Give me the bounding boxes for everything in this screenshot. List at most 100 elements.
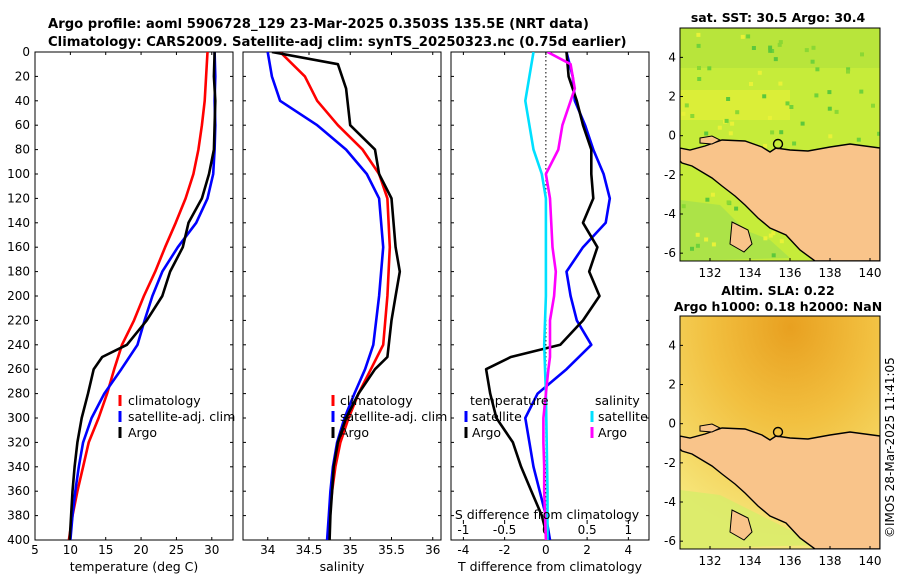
sst-speckle [804,48,809,53]
header-line2: Climatology: CARS2009. Satellite-adj cli… [48,35,626,50]
sst-speckle [711,242,716,247]
sst-speckle [690,246,694,251]
sst-speckle [684,103,689,108]
sst-speckle [726,97,731,101]
temperature-legend: climatology satellite-adj. clim Argo [118,393,235,440]
sst-speckle [827,106,832,111]
map-x-tick-label: 140 [859,266,882,280]
sst-speckle [724,118,729,123]
sst-speckle [705,197,710,202]
depth-tick-label: 380 [7,509,30,523]
x-tick-label: 0 [542,543,550,557]
sst-speckle [815,67,820,72]
legend-s-argo: Argo [598,425,627,440]
x-tick-label: 34 [260,543,275,557]
depth-tick-label: 240 [7,338,30,352]
sst-speckle [792,141,797,146]
sst-speckle [697,66,701,70]
sst-speckle [763,143,768,148]
sst-field-band [680,28,880,68]
salinity-series [266,52,402,540]
sst-speckle [749,82,753,86]
x2-tick-label: 1 [625,523,633,537]
map-y-tick-label: 0 [668,417,676,431]
depth-tick-label: 160 [7,240,30,254]
sst-speckle [777,42,782,47]
depth-tick-label: 200 [7,289,30,303]
sst-speckle [746,34,751,39]
map-y-tick-label: -6 [664,246,676,260]
sst-map-title: sat. SST: 30.5 Argo: 30.4 [691,10,866,25]
series-climatology [67,52,209,540]
map-y-tick-label: 0 [668,129,676,143]
island [699,135,722,145]
sst-map [680,28,880,261]
sst-speckle [778,81,783,86]
sst-speckle [704,237,709,242]
legend-argo: Argo [128,425,157,440]
depth-tick-label: 320 [7,435,30,449]
legend-t-satellite: satellite [472,409,522,424]
map-x-tick-label: 140 [859,554,882,568]
depth-tick-label: 120 [7,191,30,205]
series-temperature-satellite [524,52,612,540]
sst-speckle [763,236,768,241]
salinity-axis: 34 34.5 35 35.5 36 [260,52,440,557]
depth-tick-label: 100 [7,167,30,181]
depth-tick-label: 260 [7,362,30,376]
x-tick-label: 35.5 [378,543,405,557]
island [699,423,722,433]
series-argo [271,52,402,540]
x2-tick-label: 0.5 [578,523,597,537]
legend-climatology: climatology [340,393,413,408]
sst-speckle [871,103,875,108]
sst-speckle [735,110,740,115]
sst-speckle [762,94,767,99]
sst-speckle [800,121,805,126]
legend-satellite-adj: satellite-adj. clim [340,409,447,424]
sst-speckle [768,45,773,50]
sst-speckle [846,69,850,74]
series-satellite-adj-clim [266,52,385,540]
map-y-tick-label: -2 [664,456,676,470]
sst-speckle [757,70,762,75]
sst-map-axis: 132 134 136 138 140 -6 -4 -2 0 2 4 [664,50,881,280]
sst-speckle [773,57,778,62]
sst-speckle [779,239,784,244]
sst-speckle [770,130,775,135]
t-difference-xlabel: T difference from climatology [457,559,643,574]
sst-speckle [681,111,686,116]
sst-speckle [696,32,701,37]
header-line1: Argo profile: aoml 5906728_129 23-Mar-20… [48,17,589,32]
sst-speckle [730,121,735,126]
new-guinea-land [680,427,880,549]
x-tick-label: 35 [343,543,358,557]
series-temperature-argo [484,52,601,540]
sst-speckle [827,90,832,95]
legend-argo: Argo [340,425,369,440]
sst-speckle [859,89,864,94]
x-tick-label: 10 [63,543,78,557]
sla-map-frame [679,315,881,550]
sla-map [680,316,880,549]
temperature-panel [34,51,234,541]
island [729,221,753,253]
sst-speckle [704,131,709,136]
sst-speckle [789,105,794,109]
sst-map-frame [679,27,881,262]
sst-speckle [846,67,851,72]
series-salinity-argo [542,52,577,540]
new-guinea-land [680,139,880,261]
depth-axis: 0 20 40 60 80 100 120 140 160 180 200 220 240 260 280 3… [7,45,649,547]
series-climatology [279,52,392,540]
sst-speckle [768,48,773,53]
map-y-tick-label: 2 [668,378,676,392]
sst-speckle [751,46,756,50]
sst-speckle [877,131,880,136]
sst-speckle [695,232,700,237]
sst-speckle [697,77,702,81]
temperature-series [67,52,217,540]
temperature-axis: 5 10 15 20 25 30 [31,52,219,557]
x-tick-label: 15 [98,543,113,557]
